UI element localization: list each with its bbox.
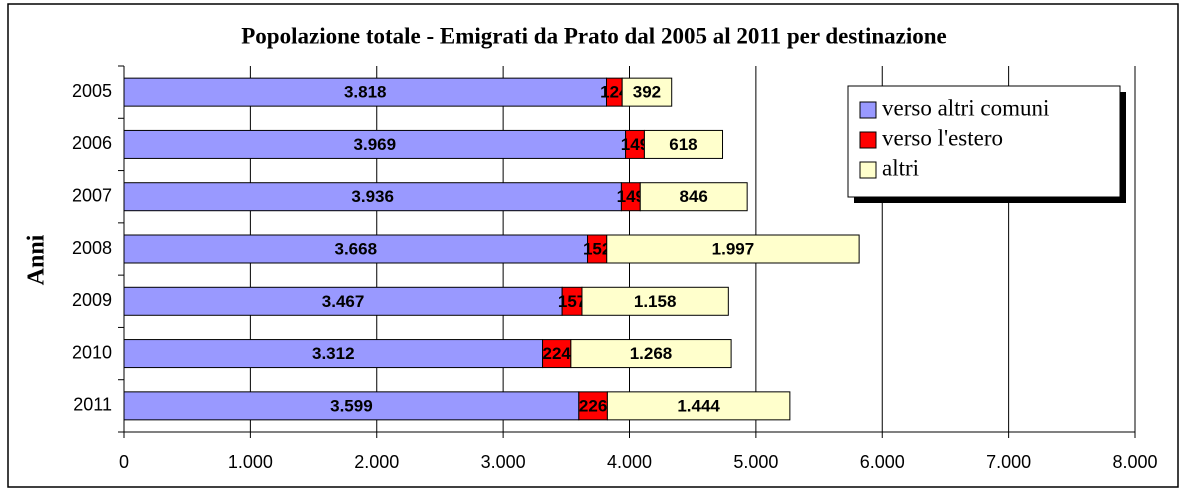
bar-segment	[123, 234, 589, 264]
x-tick-label: 8.000	[1112, 452, 1157, 472]
bar-segment	[639, 182, 748, 212]
x-tick-label: 6.000	[860, 452, 905, 472]
value-label: 3.936	[351, 187, 394, 206]
y-tick-label: 2006	[72, 133, 112, 153]
x-tick-label: 1.000	[228, 452, 273, 472]
x-tick-label: 3.000	[481, 452, 526, 472]
y-tick-label: 2007	[72, 185, 112, 205]
value-label: 152	[583, 239, 611, 258]
value-label: 224	[543, 344, 572, 363]
y-tick-label: 2005	[72, 81, 112, 101]
value-label: 392	[633, 83, 661, 102]
y-tick-label: 2011	[73, 395, 112, 415]
y-tick-label: 2008	[72, 238, 112, 258]
value-label: 226	[579, 396, 607, 415]
bar-segment	[123, 391, 580, 421]
x-tick-label: 7.000	[986, 452, 1031, 472]
bar-segment	[542, 339, 572, 369]
legend-label: altri	[882, 155, 919, 180]
legend-label: verso altri comuni	[882, 95, 1049, 120]
value-label: 3.818	[344, 83, 387, 102]
value-label: 618	[669, 135, 697, 154]
value-label: 1.268	[630, 344, 673, 363]
bar-segment	[621, 77, 673, 107]
value-label: 149	[617, 187, 645, 206]
value-label: 149	[621, 135, 649, 154]
y-tick-label: 2009	[72, 290, 112, 310]
legend-box	[847, 85, 1121, 198]
y-axis-label: Anni	[24, 234, 50, 285]
legend-swatch	[859, 131, 877, 149]
bar-segment	[643, 129, 724, 159]
bar-segment	[606, 234, 860, 264]
bar-segment	[578, 391, 608, 421]
bar-segment	[123, 129, 627, 159]
bar-segment	[606, 391, 791, 421]
x-tick-label: 4.000	[607, 452, 652, 472]
bar-segment	[123, 286, 563, 316]
x-tick-label: 0	[119, 452, 129, 472]
value-label: 1.444	[677, 396, 720, 415]
value-label: 3.312	[312, 344, 355, 363]
chart-title: Popolazione totale - Emigrati da Prato d…	[241, 23, 947, 48]
value-label: 1.158	[634, 292, 677, 311]
bar-segment	[581, 286, 729, 316]
value-label: 846	[680, 187, 708, 206]
legend-swatch	[859, 101, 877, 119]
legend-label: verso l'estero	[882, 125, 1003, 150]
value-label: 1.997	[712, 239, 755, 258]
bar-segment	[123, 339, 544, 369]
x-tick-label: 5.000	[733, 452, 778, 472]
value-label: 157	[558, 292, 586, 311]
value-label: 3.467	[322, 292, 365, 311]
value-label: 3.599	[330, 396, 373, 415]
y-tick-label: 2010	[72, 342, 112, 362]
x-tick-label: 2.000	[354, 452, 399, 472]
value-label: 3.969	[354, 135, 397, 154]
bar-segment	[123, 182, 622, 212]
legend-swatch	[859, 161, 877, 179]
bar-segment	[570, 339, 732, 369]
value-label: 3.668	[334, 239, 377, 258]
